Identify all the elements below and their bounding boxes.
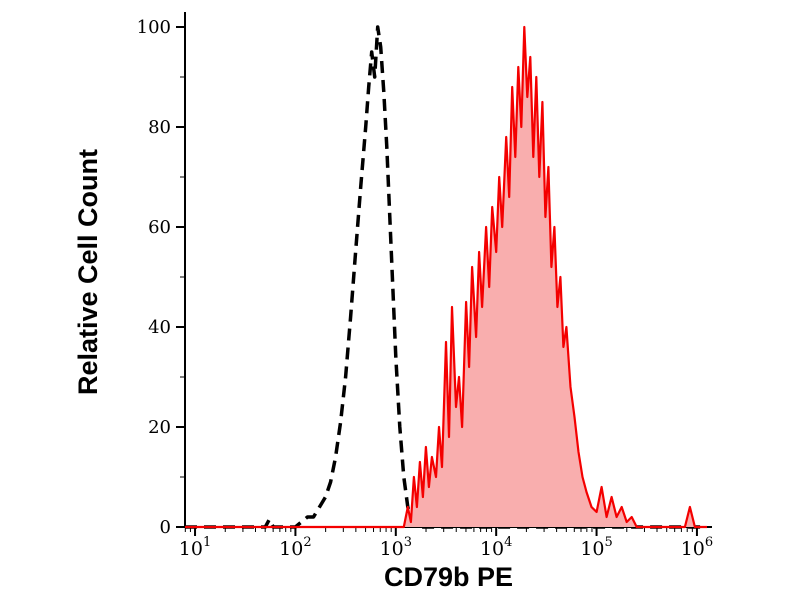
y-tick-label: 0 (160, 517, 171, 538)
x-axis-title: CD79b PE (383, 562, 514, 592)
y-tick-label: 80 (148, 117, 171, 138)
x-tick-label: 106 (681, 535, 713, 560)
x-tick-label: 105 (580, 535, 612, 560)
x-tick-label: 104 (480, 535, 512, 560)
y-tick-label: 60 (148, 217, 171, 238)
y-tick-label: 100 (137, 17, 171, 38)
dashed-control-line (185, 25, 707, 529)
x-tick-label: 103 (380, 535, 412, 560)
red-filled-stained-fill (185, 27, 707, 527)
y-tick-label: 20 (148, 417, 171, 438)
x-tick-label: 102 (279, 535, 311, 560)
red-filled-stained-line (185, 25, 707, 529)
x-tick-label: 101 (179, 535, 211, 560)
y-tick-label: 40 (148, 317, 171, 338)
